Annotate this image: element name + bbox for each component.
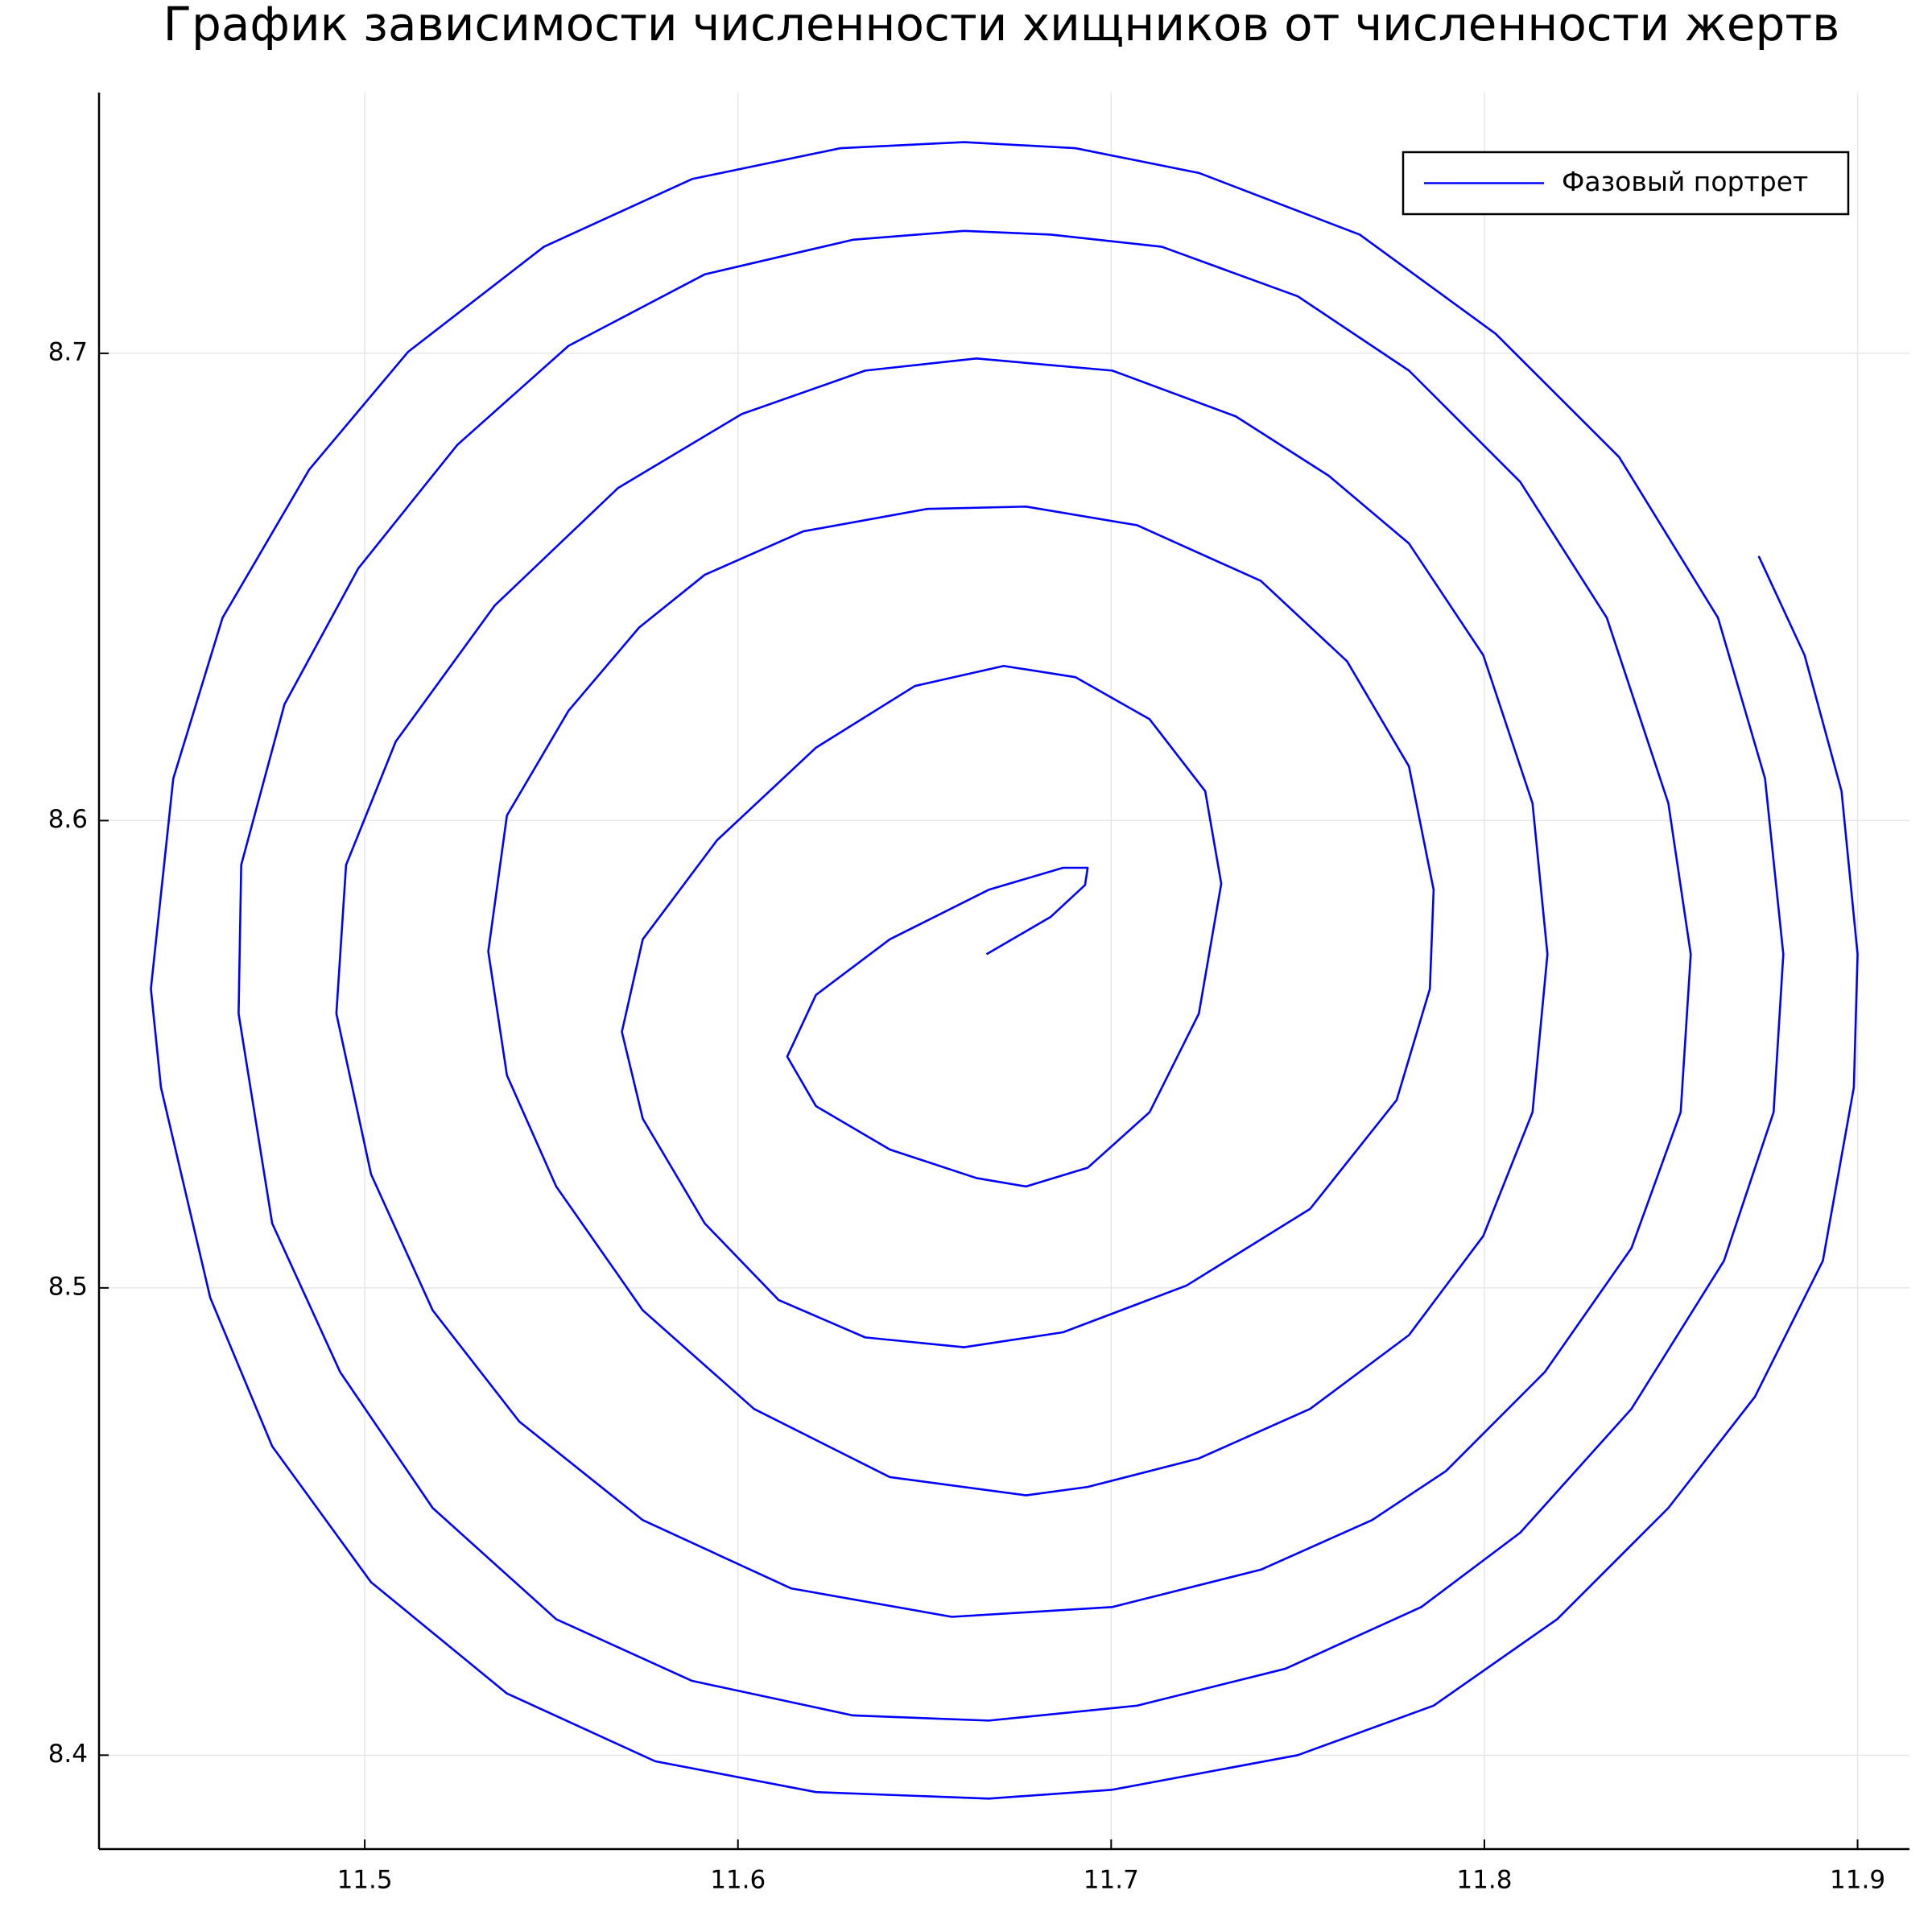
x-tick-label: 11.7	[1084, 1866, 1139, 1895]
data-line	[150, 141, 1859, 1800]
x-tick-label: 11.5	[337, 1866, 393, 1895]
legend-label: Фазовый портрет	[1562, 166, 1808, 197]
y-tick-label: 8.5	[48, 1272, 88, 1301]
chart-title: График зависимости численности хищников …	[163, 0, 1840, 52]
y-tick-label: 8.7	[48, 337, 88, 366]
x-tick-label: 11.8	[1456, 1866, 1512, 1895]
y-tick-label: 8.6	[48, 805, 88, 834]
y-tick-label: 8.4	[48, 1740, 88, 1769]
x-tick-label: 11.6	[710, 1866, 766, 1895]
x-tick-label: 11.9	[1830, 1866, 1885, 1895]
